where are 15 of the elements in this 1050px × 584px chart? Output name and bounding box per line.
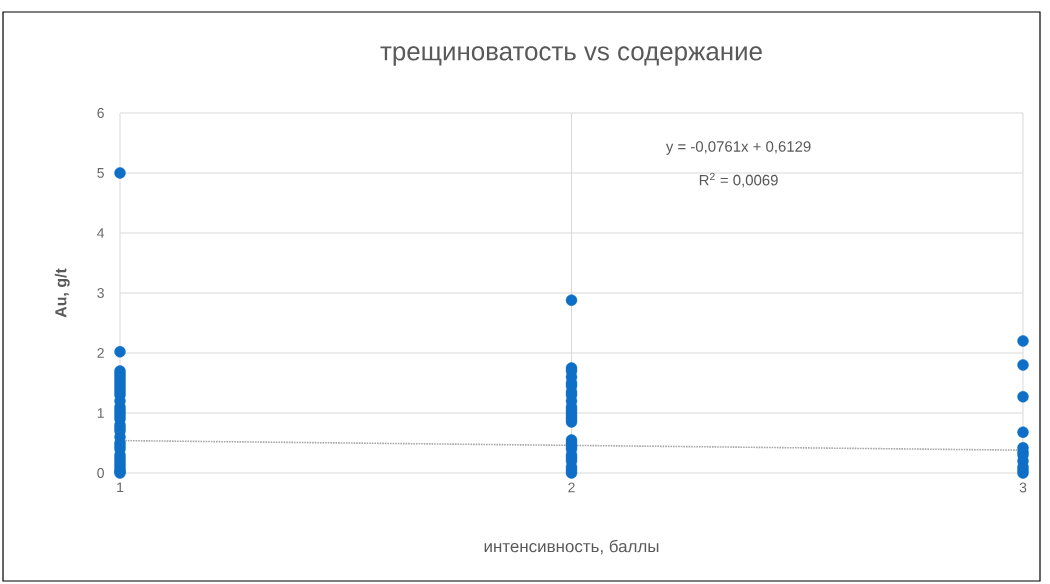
x-tick-label: 2 xyxy=(568,482,575,493)
x-tick-label: 3 xyxy=(1019,482,1027,493)
chart-title: трещиноватость vs содержание xyxy=(380,46,762,66)
y-axis-title: Au, g/t xyxy=(54,268,70,318)
x-tick-label: 1 xyxy=(117,482,124,493)
annotation: y = -0,0761x + 0,6129 xyxy=(665,141,811,155)
annotation: R$^{2}$ = 0,0069 xyxy=(699,172,778,188)
y-tick-label: 4 xyxy=(97,228,105,238)
y-tick-label: 1 xyxy=(97,408,104,418)
y-tick-label: 2 xyxy=(97,348,104,358)
y-tick-label: 5 xyxy=(97,168,104,178)
y-tick-label: 6 xyxy=(97,108,104,118)
y-tick-label: 3 xyxy=(97,288,104,298)
x-axis-title: интенсивность, баллы xyxy=(484,539,659,555)
y-tick-label: 0 xyxy=(97,468,104,478)
